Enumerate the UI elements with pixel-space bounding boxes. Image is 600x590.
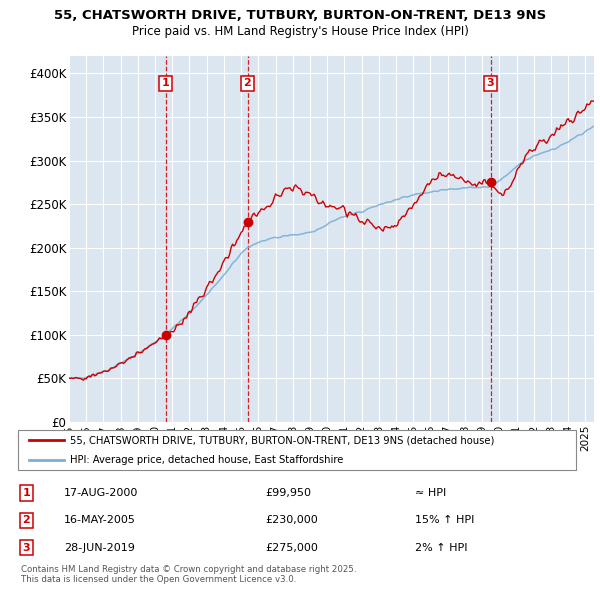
Text: 2: 2: [23, 516, 30, 525]
Text: £230,000: £230,000: [265, 516, 318, 525]
Text: HPI: Average price, detached house, East Staffordshire: HPI: Average price, detached house, East…: [70, 455, 343, 464]
Text: Price paid vs. HM Land Registry's House Price Index (HPI): Price paid vs. HM Land Registry's House …: [131, 25, 469, 38]
Text: 55, CHATSWORTH DRIVE, TUTBURY, BURTON-ON-TRENT, DE13 9NS: 55, CHATSWORTH DRIVE, TUTBURY, BURTON-ON…: [54, 9, 546, 22]
FancyBboxPatch shape: [18, 430, 577, 470]
Text: 28-JUN-2019: 28-JUN-2019: [64, 543, 135, 553]
Text: 1: 1: [23, 488, 30, 498]
Text: 15% ↑ HPI: 15% ↑ HPI: [415, 516, 475, 525]
Text: 3: 3: [487, 78, 494, 88]
Text: 1: 1: [162, 78, 170, 88]
Text: 2: 2: [244, 78, 251, 88]
Text: 55, CHATSWORTH DRIVE, TUTBURY, BURTON-ON-TRENT, DE13 9NS (detached house): 55, CHATSWORTH DRIVE, TUTBURY, BURTON-ON…: [70, 435, 494, 445]
Text: 2% ↑ HPI: 2% ↑ HPI: [415, 543, 468, 553]
Text: 3: 3: [23, 543, 30, 553]
Text: 17-AUG-2000: 17-AUG-2000: [64, 488, 138, 498]
Text: £99,950: £99,950: [265, 488, 311, 498]
Text: ≈ HPI: ≈ HPI: [415, 488, 446, 498]
Text: 16-MAY-2005: 16-MAY-2005: [64, 516, 136, 525]
Text: Contains HM Land Registry data © Crown copyright and database right 2025.
This d: Contains HM Land Registry data © Crown c…: [21, 565, 356, 584]
Text: £275,000: £275,000: [265, 543, 319, 553]
